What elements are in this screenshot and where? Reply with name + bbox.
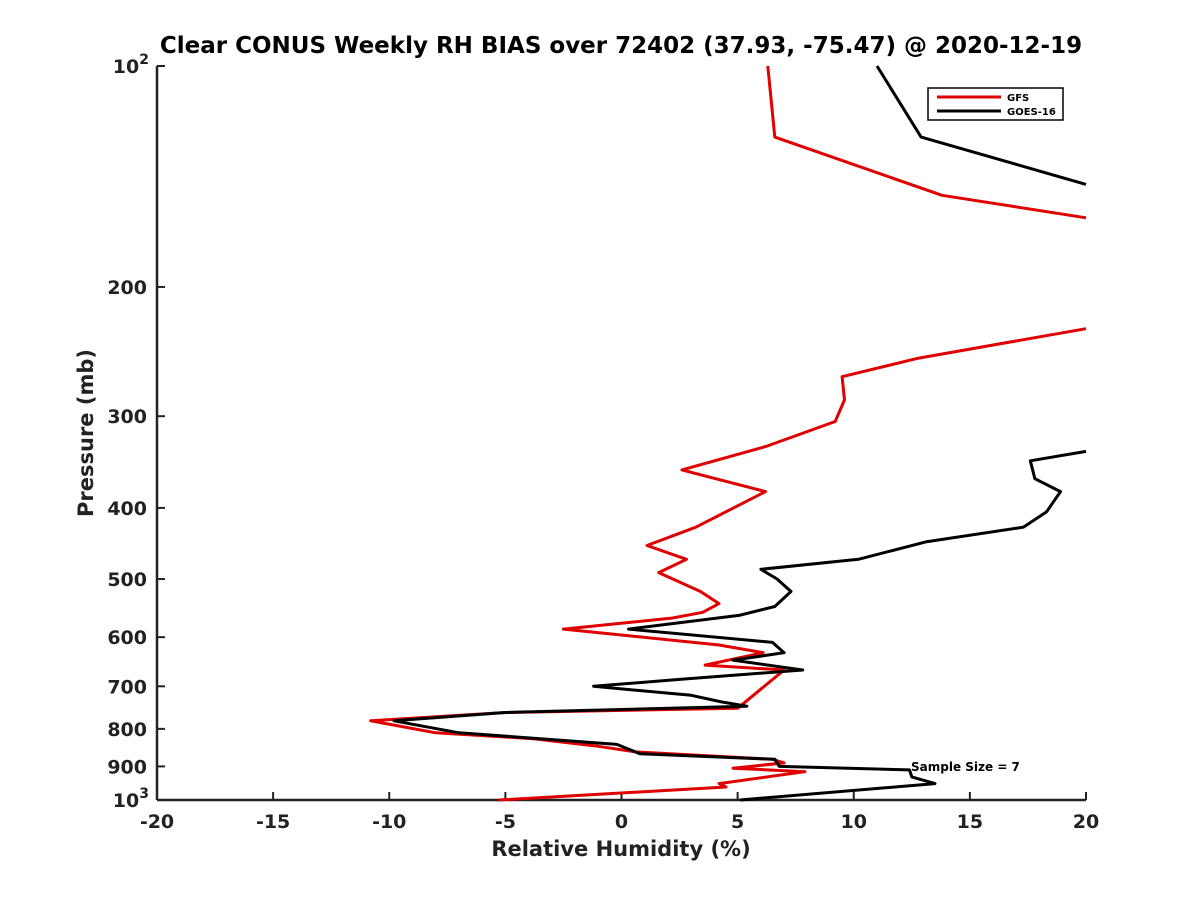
y-axis-label: Pressure (mb) — [74, 349, 98, 517]
y-tick-label: 300 — [107, 406, 147, 428]
y-tick-label: 700 — [107, 676, 147, 698]
x-tick-label: 5 — [731, 811, 744, 833]
legend-label-gfs: GFS — [1007, 93, 1029, 104]
x-tick-label: -15 — [256, 811, 290, 833]
x-tick-label: 0 — [615, 811, 628, 833]
y-tick-label: 400 — [107, 498, 147, 520]
y-tick-label: 102 — [113, 52, 149, 78]
y-tick-label: 200 — [107, 277, 147, 299]
x-tick-label: -5 — [495, 811, 516, 833]
series-line-gfs — [369, 327, 1087, 802]
legend: GFS GOES-16 — [927, 87, 1064, 121]
y-tick-label: 900 — [107, 756, 147, 778]
x-axis-label: Relative Humidity (%) — [491, 837, 750, 861]
x-tick-label: -20 — [140, 811, 174, 833]
series-line-gfs — [766, 65, 1087, 220]
series-lines — [369, 65, 1087, 802]
x-tick-label: 15 — [957, 811, 983, 833]
x-tick-label: 20 — [1073, 811, 1099, 833]
x-tick-label: -10 — [372, 811, 406, 833]
series-line-goes-16 — [875, 65, 1087, 186]
legend-box — [927, 87, 1064, 121]
y-tick-label: 500 — [107, 569, 147, 591]
ticks: -20 -15 -10 -5 0 5 10 15 20 102 200 300 400 500 600 700… — [107, 52, 1099, 833]
y-tick-label: 103 — [113, 786, 149, 812]
legend-label-goes-16: GOES-16 — [1007, 107, 1056, 118]
series-line-goes-16 — [392, 449, 1087, 802]
y-tick-label: 800 — [107, 719, 147, 741]
x-tick-label: 10 — [841, 811, 867, 833]
y-tick-label: 600 — [107, 627, 147, 649]
sample-size-annotation: Sample Size = 7 — [911, 760, 1020, 774]
chart-title: Clear CONUS Weekly RH BIAS over 72402 (3… — [160, 33, 1082, 59]
